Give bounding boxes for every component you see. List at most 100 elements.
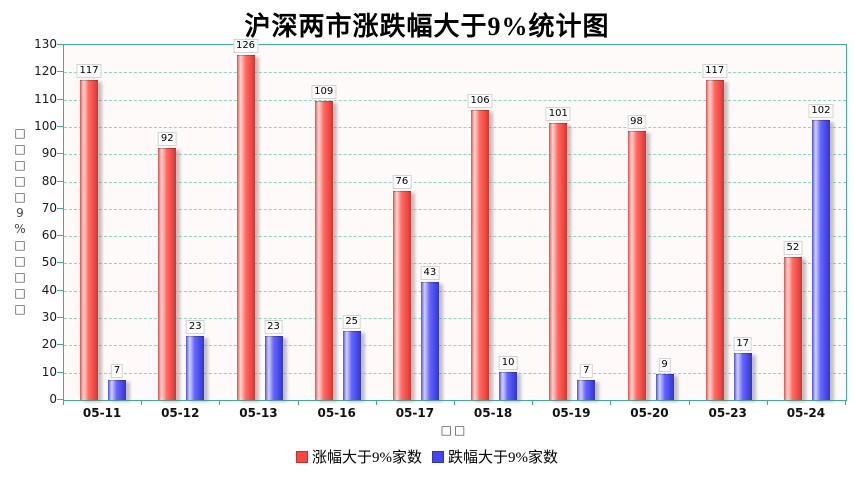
- y-tick-label: 100: [34, 118, 57, 133]
- y-tick-mark: [57, 262, 63, 264]
- y-tick-label: 20: [41, 337, 57, 352]
- gridline: [64, 318, 846, 320]
- y-tick-mark: [57, 125, 63, 127]
- y-tick-mark: [57, 344, 63, 346]
- x-tick-mark: [375, 400, 377, 405]
- bar-value-label: 109: [311, 85, 337, 100]
- bar-rise: [705, 79, 724, 400]
- bar-fall: [733, 352, 752, 400]
- bar-fall: [577, 379, 596, 400]
- bar-rise: [158, 147, 177, 400]
- bar-rise: [783, 257, 802, 400]
- bar-value-label: 98: [627, 115, 646, 130]
- x-tick-mark: [532, 400, 534, 405]
- y-tick-mark: [57, 44, 63, 45]
- x-tick-mark: [297, 400, 299, 405]
- y-tick-mark: [57, 180, 63, 182]
- bar-value-label: 23: [185, 320, 205, 335]
- bar-fall: [811, 120, 830, 400]
- y-tick-label: 10: [41, 364, 57, 379]
- y-tick-label: 70: [41, 200, 57, 215]
- bar-value-label: 101: [545, 107, 571, 122]
- y-tick-mark: [57, 98, 63, 100]
- bar-rise: [549, 123, 568, 400]
- y-tick-label: 130: [34, 37, 57, 51]
- bar-value-label: 9: [658, 358, 671, 373]
- x-tick-mark: [845, 400, 846, 405]
- bar-fall: [342, 330, 361, 400]
- y-tick-label: 30: [41, 310, 57, 325]
- x-axis-title: □□: [440, 423, 468, 437]
- gridline: [64, 372, 846, 374]
- x-category-label: 05-16: [317, 406, 356, 420]
- y-tick-label: 110: [34, 91, 57, 106]
- y-tick-mark: [57, 207, 63, 209]
- x-category-label: 05-12: [161, 406, 200, 420]
- bar-value-label: 52: [783, 241, 803, 255]
- x-tick-mark: [610, 400, 612, 405]
- legend: 涨幅大于9%家数 跌幅大于9%家数: [0, 446, 854, 467]
- y-tick-mark: [57, 71, 63, 73]
- gridline: [64, 345, 846, 347]
- x-tick-mark: [141, 400, 143, 405]
- bar-value-label: 17: [733, 336, 753, 351]
- y-tick-mark: [57, 235, 63, 237]
- y-tick-label: 0: [49, 392, 57, 406]
- x-category-label: 05-11: [82, 406, 122, 420]
- x-category-label: 05-13: [239, 406, 278, 420]
- bar-rise: [392, 191, 411, 400]
- bar-value-label: 10: [498, 355, 518, 370]
- bar-fall: [420, 281, 439, 400]
- y-tick-label: 80: [41, 173, 57, 188]
- y-tick-label: 50: [41, 255, 57, 270]
- gridline: [64, 72, 846, 74]
- legend-item: 跌幅大于9%家数: [432, 446, 558, 467]
- legend-label: 涨幅大于9%家数: [312, 450, 422, 466]
- bar-value-label: 7: [110, 363, 124, 378]
- y-tick-mark: [57, 399, 63, 400]
- legend-marker-rise: [296, 450, 308, 463]
- y-tick-label: 40: [41, 282, 57, 297]
- bar-fall: [186, 336, 205, 400]
- bar-value-label: 43: [420, 265, 440, 280]
- bar-value-label: 76: [392, 175, 412, 190]
- gridline: [64, 126, 846, 128]
- gridline: [64, 99, 846, 101]
- legend-label: 跌幅大于9%家数: [448, 450, 558, 466]
- bar-value-label: 106: [467, 93, 493, 108]
- x-tick-mark: [63, 400, 64, 405]
- y-tick-mark: [57, 289, 63, 291]
- bar-rise: [236, 54, 255, 400]
- y-axis-title: □□□□□9%□□□□□: [10, 44, 30, 399]
- gridline: [64, 208, 846, 210]
- bar-value-label: 126: [232, 38, 259, 53]
- x-category-label: 05-24: [786, 406, 826, 420]
- x-tick-mark: [454, 400, 455, 405]
- bar-value-label: 25: [342, 314, 362, 329]
- y-tick-label: 60: [41, 228, 57, 243]
- legend-marker-fall: [432, 450, 444, 463]
- x-category-label: 05-23: [708, 406, 747, 420]
- gridline: [64, 181, 846, 183]
- bar-value-label: 117: [76, 63, 102, 78]
- y-tick-mark: [57, 371, 63, 373]
- y-tick-mark: [57, 317, 63, 319]
- bar-fall: [108, 379, 127, 400]
- bar-value-label: 23: [264, 320, 283, 335]
- x-tick-mark: [219, 400, 221, 405]
- y-axis-title-text: □□□□□9%□□□□□: [13, 125, 27, 318]
- gridline: [64, 154, 846, 156]
- x-category-label: 05-18: [473, 406, 513, 420]
- bar-value-label: 7: [580, 363, 593, 378]
- x-tick-mark: [766, 400, 768, 405]
- x-tick-mark: [688, 400, 690, 405]
- chart-title: 沪深两市涨跌幅大于9%统计图: [244, 12, 610, 41]
- bar-value-label: 92: [157, 131, 177, 146]
- gridline: [64, 236, 846, 238]
- bar-rise: [471, 109, 490, 400]
- y-tick-mark: [57, 153, 63, 155]
- plot-area: 117 7 92 23 126 23 109 25 76 43 106 10 101 7 98 9 117 17 5…: [63, 38, 847, 401]
- bar-rise: [627, 131, 646, 400]
- bar-value-label: 102: [808, 104, 834, 119]
